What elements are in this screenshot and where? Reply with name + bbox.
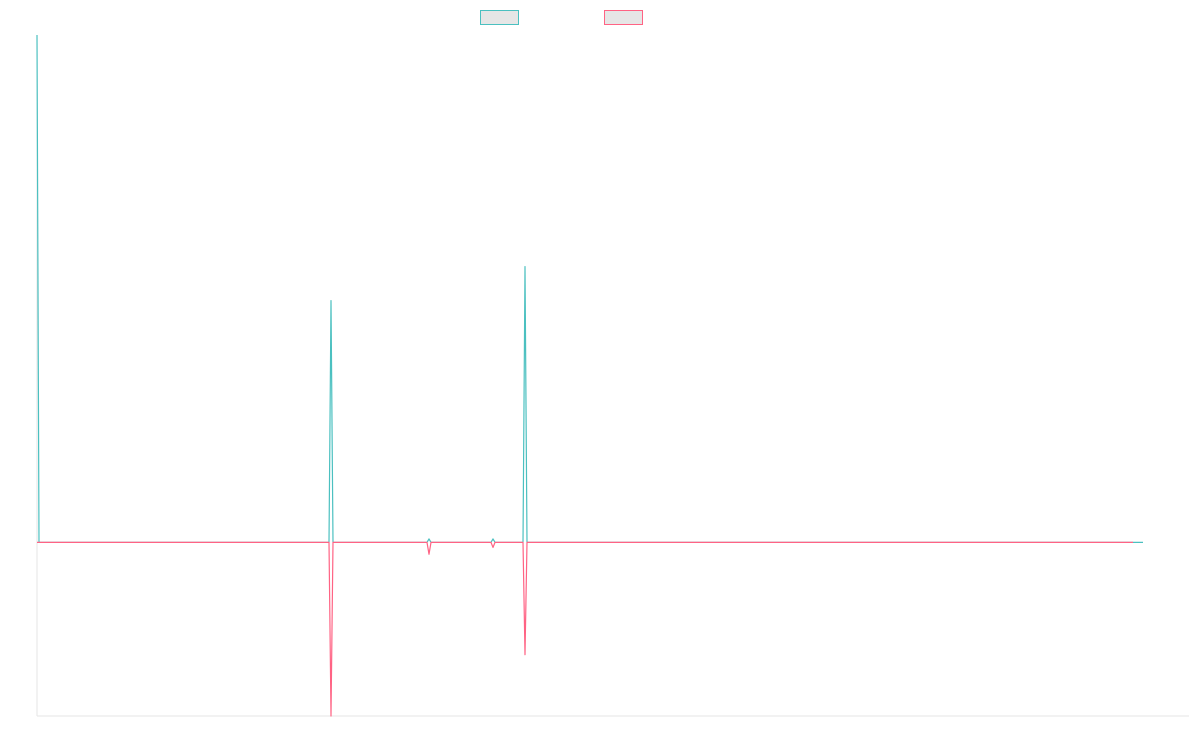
legend-swatch-series-1[interactable] <box>480 10 519 25</box>
series-line-2[interactable] <box>37 541 1133 717</box>
series-line-1[interactable] <box>36 34 1143 543</box>
axes-layer <box>36 35 1189 717</box>
legend-swatch-series-2[interactable] <box>604 10 643 25</box>
series-layer <box>36 34 1143 717</box>
